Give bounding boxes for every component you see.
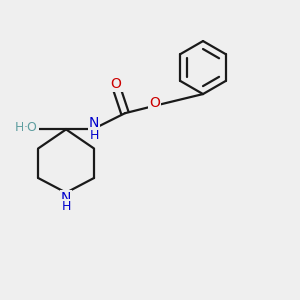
Text: N: N — [61, 191, 71, 205]
Text: H: H — [89, 129, 99, 142]
Text: H: H — [14, 121, 24, 134]
Text: ·O: ·O — [24, 121, 38, 134]
Text: H: H — [61, 200, 71, 213]
Text: O: O — [149, 96, 160, 110]
Text: N: N — [89, 116, 99, 130]
Text: O: O — [111, 77, 122, 91]
